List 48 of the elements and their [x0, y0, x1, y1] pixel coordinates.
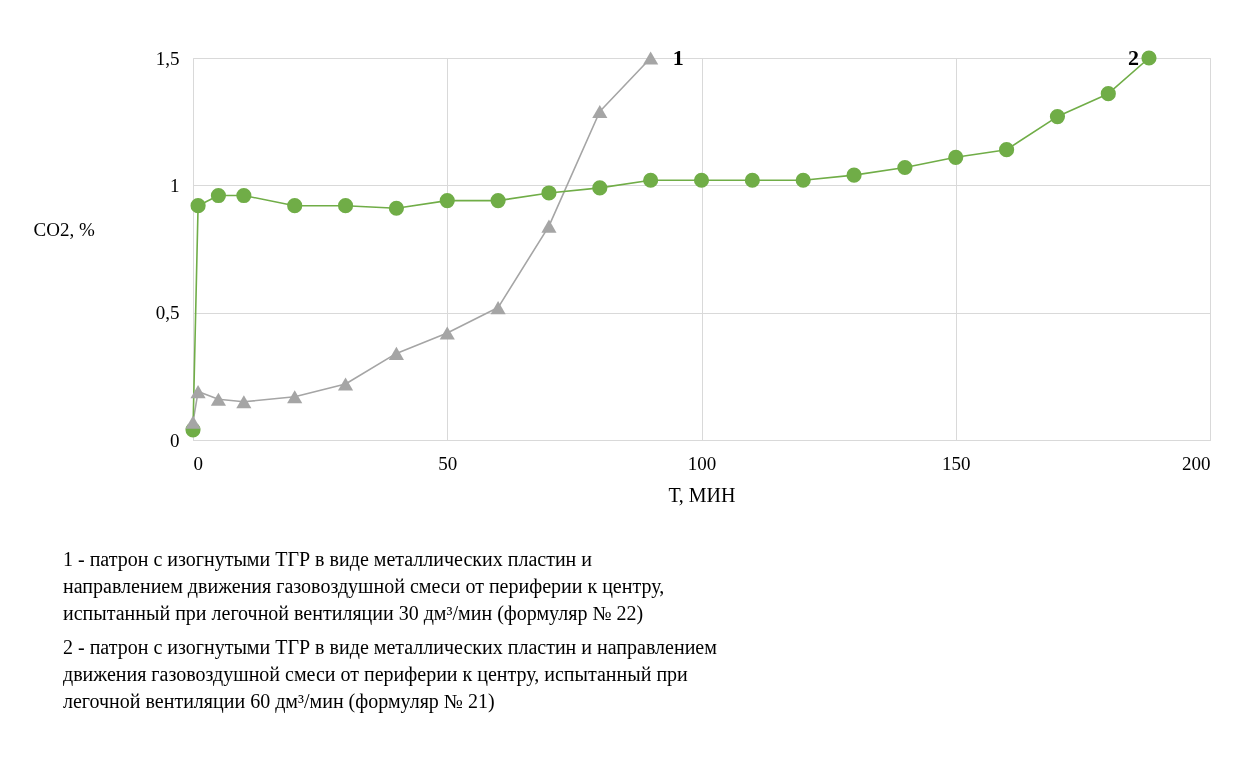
- point: [1141, 50, 1157, 66]
- point: [846, 167, 862, 183]
- y-axis-title: СО2, %: [33, 218, 95, 240]
- text: 1 - патрон с изогнутыми ТГР в виде металлических пластин и направлением движения газовоздушной смеси от периферии к центру, испытанный при легочной вентиляции 30 дм³/мин (формуляр № 22): [63, 548, 665, 625]
- point: [693, 172, 710, 188]
- point: [190, 198, 206, 214]
- point: [287, 198, 303, 214]
- point: [236, 187, 252, 204]
- point: [643, 172, 659, 188]
- point: [236, 395, 252, 409]
- point: [897, 159, 913, 176]
- x-tick-label: 200: [1182, 452, 1211, 474]
- x-axis-title: Т, МИН: [668, 483, 736, 506]
- point: [948, 149, 964, 165]
- point: [1049, 109, 1066, 125]
- point: [190, 385, 206, 399]
- point: [999, 142, 1015, 158]
- point: [795, 172, 811, 188]
- point: [439, 326, 455, 340]
- y-tick-label: 0: [170, 429, 180, 451]
- series-label: 2: [1127, 45, 1139, 70]
- point: [592, 104, 608, 119]
- y-tick-label: 1: [170, 174, 180, 196]
- point: [592, 180, 608, 196]
- point: [337, 198, 354, 214]
- y-tick-label: 1,5: [155, 47, 180, 69]
- point: [490, 193, 506, 209]
- point: [490, 301, 506, 315]
- point: [744, 172, 760, 188]
- text: 2 - патрон с изогнутыми ТГР в виде металлических пластин и направлением движения газовоздушной смеси от периферии к центру, испытанный при легочной вентиляции 60 дм³/мин (формуляр № 21): [63, 636, 718, 713]
- point: [210, 392, 227, 406]
- point: [1100, 86, 1116, 102]
- x-tick-label: 100: [687, 452, 717, 474]
- point: [388, 346, 404, 360]
- point: [643, 51, 659, 65]
- point: [185, 415, 201, 429]
- point: [388, 200, 404, 216]
- point: [541, 219, 557, 233]
- x-tick-label: 150: [942, 452, 971, 474]
- point: [210, 187, 227, 204]
- x-tick-label: 0: [193, 452, 203, 474]
- x-tick-label: 50: [438, 452, 458, 474]
- point: [439, 193, 455, 209]
- point: [287, 390, 303, 404]
- series-label: 1: [672, 45, 684, 70]
- y-tick-label: 0,5: [155, 302, 180, 324]
- point: [337, 377, 354, 391]
- point: [541, 185, 557, 201]
